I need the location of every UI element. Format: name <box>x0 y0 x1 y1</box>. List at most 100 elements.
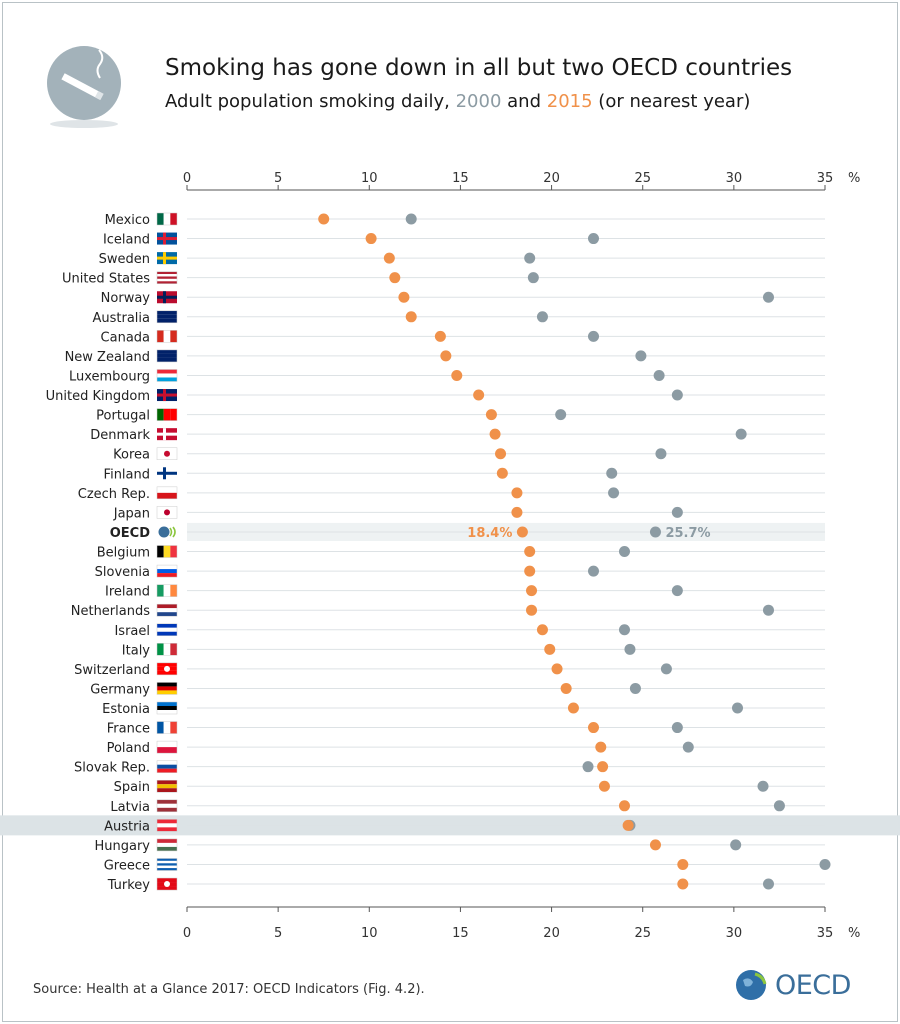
flag-border <box>156 877 178 891</box>
country-label: Poland <box>107 741 150 756</box>
flag-Turkey <box>164 881 170 888</box>
flag-Switzerland <box>157 662 177 667</box>
dot-2015-France <box>587 722 599 734</box>
oecd-globe-icon <box>736 970 767 1000</box>
dot-2000-United States <box>527 272 539 284</box>
dot-2015-Japan <box>511 506 523 518</box>
x-tick-label-bottom: 15 <box>452 926 469 941</box>
source-note: Source: Health at a Glance 2017: OECD In… <box>33 982 425 997</box>
dot-2000-Czech Rep. <box>608 487 620 499</box>
dot-2000-OECD <box>649 526 661 538</box>
flag-Poland <box>157 747 177 754</box>
flag-United States <box>157 271 177 275</box>
flag-Greece <box>157 868 177 871</box>
flag-Israel <box>157 623 177 628</box>
country-label: Canada <box>101 330 150 345</box>
country-label: Switzerland <box>74 663 150 678</box>
flag-Greece <box>157 858 177 861</box>
country-label: Mexico <box>105 213 150 228</box>
flag-Denmark <box>157 432 177 436</box>
country-label: Iceland <box>103 233 150 248</box>
oecd-logo: OECD <box>735 968 851 1002</box>
flag-Austria <box>157 819 177 824</box>
x-tick-label-top: 25 <box>634 171 651 186</box>
dot-2000-Denmark <box>735 428 747 440</box>
country-label: Czech Rep. <box>78 487 150 502</box>
flag-Greece <box>157 860 177 864</box>
country-label: Latvia <box>110 800 150 815</box>
legend-2015: 2015 <box>546 91 593 112</box>
dot-2000-Germany <box>629 682 641 694</box>
flag-border <box>156 760 178 773</box>
dot-2000-Belgium <box>618 546 630 558</box>
flag-border <box>156 682 178 695</box>
dot-2000-United Kingdom <box>671 389 683 401</box>
flag-Belgium <box>157 545 164 558</box>
flag-border <box>156 486 178 500</box>
country-label: Belgium <box>97 546 150 561</box>
x-tick-label-top: 35 <box>817 171 834 186</box>
dot-2000-Ireland <box>671 585 683 597</box>
flag-Japan <box>157 514 177 519</box>
flag-Iceland <box>163 232 166 245</box>
flag-Mexico <box>163 213 171 225</box>
dot-2000-Latvia <box>773 800 785 812</box>
flag-border <box>156 819 178 832</box>
dot-2000-Israel <box>618 624 630 636</box>
flag-Czech Rep. <box>157 486 177 493</box>
country-label: Turkey <box>107 878 151 893</box>
country-label: United Kingdom <box>46 389 150 404</box>
dot-2000-Korea <box>655 448 667 460</box>
flag-New Zealand <box>157 357 177 362</box>
flag-Sweden <box>163 252 166 265</box>
country-label: Hungary <box>94 839 150 854</box>
dot-2000-Portugal <box>555 409 567 421</box>
dot-2015-United States <box>389 272 401 284</box>
flag-Israel <box>157 631 177 636</box>
dot-2015-Belgium <box>524 546 536 558</box>
dot-2015-Slovak Rep. <box>597 761 609 773</box>
dot-2015-Korea <box>495 448 507 460</box>
flag-New Zealand <box>157 349 177 354</box>
flag-border <box>156 545 178 558</box>
flag-border <box>156 408 178 421</box>
flag-Austria <box>157 827 177 832</box>
flag-United States <box>157 278 177 282</box>
country-label: Sweden <box>99 252 150 267</box>
dot-2015-Canada <box>434 330 446 342</box>
flag-Estonia <box>157 706 177 710</box>
subtitle-suffix: (or nearest year) <box>598 91 751 112</box>
flag-United Kingdom <box>157 393 177 397</box>
dot-2000-Sweden <box>524 252 536 264</box>
flag-New Zealand <box>157 353 177 358</box>
dot-2000-Mexico <box>405 213 417 225</box>
flag-border <box>156 447 178 460</box>
flag-Hungary <box>157 838 177 843</box>
dot-2015-Slovenia <box>524 565 536 577</box>
flag-Slovak Rep. <box>157 768 177 773</box>
dot-2015-Latvia <box>618 800 630 812</box>
flag-Luxembourg <box>157 373 177 378</box>
flag-United States <box>157 281 177 284</box>
country-label: France <box>107 722 150 737</box>
flag-Korea <box>157 447 177 452</box>
flag-Poland <box>157 741 177 748</box>
flag-Estonia <box>157 702 177 706</box>
country-label: Germany <box>90 682 150 697</box>
dot-2015-Iceland <box>365 233 377 245</box>
flag-Estonia <box>157 710 177 714</box>
dot-2000-Turkey <box>762 878 774 890</box>
flag-Germany <box>157 686 177 691</box>
dot-2000-Finland <box>606 467 618 479</box>
flag-Czech Rep. <box>157 492 177 499</box>
flag-Netherlands <box>157 604 177 609</box>
flag-Greece <box>157 865 177 869</box>
dot-2015-Mexico <box>318 213 330 225</box>
country-label: Norway <box>101 291 151 306</box>
dot-2015-Ireland <box>526 585 538 597</box>
country-label: New Zealand <box>65 350 150 365</box>
flag-border <box>156 662 178 676</box>
flag-border <box>156 603 178 617</box>
country-label: Italy <box>122 643 151 658</box>
flag-border <box>156 799 178 813</box>
